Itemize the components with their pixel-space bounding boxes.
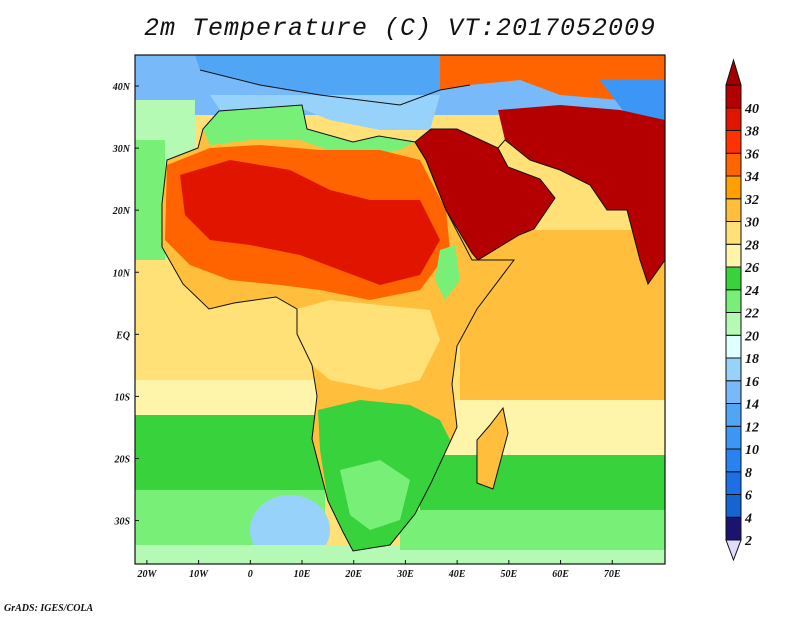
atlantic-south-1 bbox=[135, 380, 325, 420]
x-tick-label: 10E bbox=[294, 569, 311, 580]
x-tick-label: 60E bbox=[552, 569, 569, 580]
x-tick-label: 50E bbox=[501, 569, 518, 580]
central-africa-warm bbox=[297, 300, 440, 390]
colorbar-segment bbox=[725, 130, 742, 154]
colorbar-segment bbox=[725, 266, 742, 291]
europe-land bbox=[195, 55, 440, 105]
y-tick-label: EQ bbox=[115, 330, 130, 341]
colorbar-segment bbox=[725, 425, 742, 450]
y-axis-ticks: 40N 30N 20N 10N EQ 10S 20S 30S bbox=[112, 82, 139, 528]
colorbar-segment bbox=[725, 380, 742, 404]
colorbar-segment bbox=[725, 198, 742, 222]
colorbar-segment bbox=[725, 471, 742, 495]
atlantic-subtropical-2 bbox=[135, 140, 165, 260]
x-tick-label: 20W bbox=[136, 569, 157, 580]
mediterranean-sea bbox=[210, 95, 440, 130]
colorbar-label: 6 bbox=[745, 489, 752, 504]
colorbar-label: 36 bbox=[744, 147, 759, 162]
colorbar-segment bbox=[725, 357, 742, 382]
indian-ocean-south-3 bbox=[400, 510, 665, 550]
colorbar-label: 8 bbox=[745, 466, 752, 481]
colorbar-segment bbox=[725, 289, 742, 313]
middle-east-north bbox=[440, 55, 665, 105]
colorbar-label: 28 bbox=[744, 238, 759, 253]
iran-india-land bbox=[498, 105, 665, 284]
colorbar-segment bbox=[725, 84, 742, 109]
x-tick-label: 30E bbox=[396, 569, 414, 580]
colorbar-label: 4 bbox=[744, 511, 752, 526]
colorbar-segment bbox=[725, 516, 742, 541]
x-tick-label: 20E bbox=[344, 569, 362, 580]
indian-ocean-south-1 bbox=[440, 400, 665, 460]
atlantic-south-2 bbox=[135, 415, 325, 495]
colorbar-segment bbox=[725, 312, 742, 336]
colorbar-label: 30 bbox=[744, 216, 759, 231]
colorbar-segment bbox=[725, 243, 742, 268]
y-tick-label: 10N bbox=[113, 268, 131, 279]
colorbar-label: 12 bbox=[745, 420, 759, 435]
colorbar-label: 16 bbox=[745, 375, 759, 390]
colorbar-label: 38 bbox=[744, 125, 759, 140]
colorbar-over-arrow bbox=[725, 58, 742, 86]
colorbar-label: 2 bbox=[744, 534, 752, 549]
x-tick-label: 0 bbox=[248, 569, 253, 580]
sahara-hottest bbox=[180, 160, 440, 285]
southern-africa-mild bbox=[340, 460, 410, 530]
colorbar-label: 26 bbox=[744, 261, 759, 276]
colorbar-label: 34 bbox=[744, 170, 759, 185]
colorbar-label: 24 bbox=[744, 284, 759, 299]
colorbar-segment bbox=[725, 334, 742, 359]
colorbar-label: 10 bbox=[745, 443, 759, 458]
indian-ocean-south-2 bbox=[420, 455, 665, 515]
map-frame bbox=[134, 54, 666, 565]
colorbar-segment bbox=[725, 221, 742, 245]
y-tick-label: 20S bbox=[113, 454, 130, 465]
colorbar-segment bbox=[725, 107, 742, 131]
colorbar-label: 18 bbox=[745, 352, 759, 367]
colorbar-label: 14 bbox=[745, 398, 759, 413]
colorbar-segment bbox=[725, 494, 742, 518]
x-tick-label: 40E bbox=[448, 569, 466, 580]
x-axis-ticks: 20W 10W 0 10E 20E 30E 40E 50E 60E 70E bbox=[136, 560, 621, 580]
grads-credit: GrADS: IGES/COLA bbox=[4, 603, 94, 614]
x-tick-label: 10W bbox=[189, 569, 209, 580]
colorbar-label: 22 bbox=[744, 307, 759, 322]
y-tick-label: 30N bbox=[112, 144, 131, 155]
plot-title: 2m Temperature (C) VT:2017052009 bbox=[143, 14, 657, 43]
indian-ocean-warm bbox=[460, 230, 665, 410]
y-tick-label: 40N bbox=[112, 82, 131, 93]
colorbar-segment bbox=[725, 448, 742, 473]
madagascar-land bbox=[477, 408, 508, 489]
arabia-land bbox=[415, 129, 555, 260]
y-tick-label: 20N bbox=[112, 206, 131, 217]
colorbar-under-arrow bbox=[725, 539, 742, 562]
colorbar-label: 20 bbox=[744, 329, 759, 344]
colorbar-segment bbox=[725, 403, 742, 427]
coastlines bbox=[161, 69, 665, 552]
colorbar-segment bbox=[725, 152, 742, 177]
y-tick-label: 30S bbox=[113, 517, 130, 528]
x-tick-label: 70E bbox=[604, 569, 621, 580]
colorbar-segment bbox=[725, 175, 742, 200]
temperature-field bbox=[135, 55, 665, 564]
y-tick-label: 10S bbox=[114, 392, 130, 403]
colorbar-label: 32 bbox=[744, 193, 759, 208]
colorbar-label: 40 bbox=[744, 102, 759, 117]
north-africa-coast-mild bbox=[203, 105, 415, 158]
east-africa-highlands bbox=[435, 245, 460, 300]
